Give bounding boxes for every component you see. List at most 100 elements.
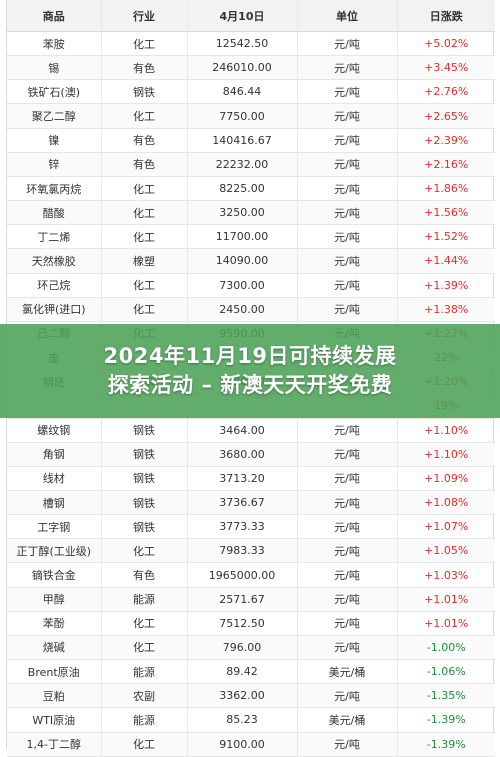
table-row: 环己烷 化工 7300.00 元/吨 +1.39% [7, 273, 495, 298]
cell-daily-change: -1.39% [397, 732, 495, 757]
cell-commodity: 苯胺 [7, 31, 102, 57]
cell-commodity: 螺纹钢 [7, 418, 102, 443]
table-row: 苯胺 化工 12542.50 元/吨 +5.02% [7, 31, 495, 57]
cell-industry: 化工 [101, 31, 188, 57]
cell-price: 3680.00 [187, 442, 298, 467]
cell-commodity: 豆粕 [7, 683, 102, 709]
table-row: 铁矿石(澳) 钢铁 846.44 元/吨 +2.76% [7, 79, 495, 105]
header-daily-change: 日涨跌 [397, 0, 495, 32]
cell-industry: 能源 [101, 587, 188, 612]
cell-price: 7750.00 [187, 103, 298, 129]
cell-unit: 元/吨 [297, 635, 398, 661]
cell-daily-change: +1.38% [397, 297, 495, 322]
cell-daily-change: +2.39% [397, 128, 495, 153]
cell-daily-change: -1.00% [397, 635, 495, 661]
cell-unit: 元/吨 [297, 611, 398, 636]
cell-industry: 钢铁 [101, 418, 188, 443]
cell-industry: 橡塑 [101, 248, 188, 274]
cell-unit: 元/吨 [297, 562, 398, 588]
cell-commodity: Brent原油 [7, 659, 102, 685]
cell-unit: 元/吨 [297, 200, 398, 226]
cell-unit: 元/吨 [297, 152, 398, 177]
table-row: 1,4-丁二醇 化工 9100.00 元/吨 -1.39% [7, 732, 495, 757]
table-row: 槽钢 钢铁 3736.67 元/吨 +1.08% [7, 490, 495, 516]
cell-price: 7512.50 [187, 611, 298, 636]
cell-price: 9100.00 [187, 732, 298, 757]
cell-unit: 元/吨 [297, 224, 398, 250]
overlay-banner: 2024年11月19日可持续发展 探索活动 – 新澳天天开奖免费 [0, 324, 500, 418]
cell-unit: 元/吨 [297, 466, 398, 491]
table-row: 聚乙二醇 化工 7750.00 元/吨 +2.65% [7, 103, 495, 129]
cell-daily-change: +1.09% [397, 466, 495, 491]
cell-commodity: 甲醇 [7, 587, 102, 612]
cell-commodity: 1,4-丁二醇 [7, 732, 102, 757]
cell-price: 89.42 [187, 659, 298, 685]
cell-industry: 钢铁 [101, 466, 188, 491]
banner-line-1: 2024年11月19日可持续发展 [103, 344, 397, 368]
table-row: 烧碱 化工 796.00 元/吨 -1.00% [7, 635, 495, 661]
cell-daily-change: -1.39% [397, 707, 495, 733]
cell-unit: 元/吨 [297, 31, 398, 57]
cell-commodity: 氯化钾(进口) [7, 297, 102, 322]
cell-daily-change: +1.03% [397, 562, 495, 588]
cell-industry: 有色 [101, 55, 188, 81]
table-row: 豆粕 农副 3362.00 元/吨 -1.35% [7, 683, 495, 709]
cell-price: 796.00 [187, 635, 298, 661]
table-row: 氯化钾(进口) 化工 2450.00 元/吨 +1.38% [7, 297, 495, 322]
cell-unit: 元/吨 [297, 297, 398, 322]
cell-unit: 元/吨 [297, 128, 398, 153]
cell-price: 3736.67 [187, 490, 298, 516]
cell-price: 22232.00 [187, 152, 298, 177]
cell-daily-change: +1.39% [397, 273, 495, 298]
cell-price: 85.23 [187, 707, 298, 733]
header-commodity: 商品 [7, 0, 102, 32]
table-row: 正丁醇(工业级) 化工 7983.33 元/吨 +1.05% [7, 538, 495, 564]
cell-industry: 有色 [101, 128, 188, 153]
cell-daily-change: +2.65% [397, 103, 495, 129]
cell-commodity: 工字钢 [7, 514, 102, 540]
table-row: 角钢 钢铁 3680.00 元/吨 +1.10% [7, 442, 495, 467]
cell-unit: 元/吨 [297, 442, 398, 467]
cell-unit: 元/吨 [297, 248, 398, 274]
cell-industry: 有色 [101, 152, 188, 177]
cell-unit: 美元/桶 [297, 707, 398, 733]
table-row: 工字钢 钢铁 3773.33 元/吨 +1.07% [7, 514, 495, 540]
cell-daily-change: +1.56% [397, 200, 495, 226]
cell-industry: 化工 [101, 273, 188, 298]
cell-daily-change: +1.08% [397, 490, 495, 516]
cell-daily-change: +3.45% [397, 55, 495, 81]
cell-unit: 元/吨 [297, 418, 398, 443]
cell-commodity: 聚乙二醇 [7, 103, 102, 129]
cell-commodity: 角钢 [7, 442, 102, 467]
cell-industry: 农副 [101, 683, 188, 709]
table-row: 线材 钢铁 3713.20 元/吨 +1.09% [7, 466, 495, 491]
cell-daily-change: +1.44% [397, 248, 495, 274]
cell-price: 7300.00 [187, 273, 298, 298]
header-unit: 单位 [297, 0, 398, 32]
cell-daily-change: +1.10% [397, 442, 495, 467]
cell-industry: 化工 [101, 224, 188, 250]
cell-commodity: 醋酸 [7, 200, 102, 226]
cell-unit: 元/吨 [297, 273, 398, 298]
cell-unit: 元/吨 [297, 79, 398, 105]
cell-industry: 钢铁 [101, 442, 188, 467]
cell-unit: 美元/桶 [297, 659, 398, 685]
cell-unit: 元/吨 [297, 176, 398, 202]
cell-unit: 元/吨 [297, 732, 398, 757]
cell-commodity: 天然橡胶 [7, 248, 102, 274]
header-industry: 行业 [101, 0, 188, 32]
cell-commodity: 丁二烯 [7, 224, 102, 250]
table-row: 环氧氯丙烷 化工 8225.00 元/吨 +1.86% [7, 176, 495, 202]
cell-daily-change: +1.05% [397, 538, 495, 564]
cell-industry: 能源 [101, 659, 188, 685]
cell-unit: 元/吨 [297, 490, 398, 516]
cell-commodity: 环己烷 [7, 273, 102, 298]
cell-unit: 元/吨 [297, 514, 398, 540]
table-row: 螺纹钢 钢铁 3464.00 元/吨 +1.10% [7, 418, 495, 443]
cell-commodity: 线材 [7, 466, 102, 491]
table-row: WTI原油 能源 85.23 美元/桶 -1.39% [7, 707, 495, 733]
cell-unit: 元/吨 [297, 587, 398, 612]
cell-commodity: 镍 [7, 128, 102, 153]
cell-commodity: 正丁醇(工业级) [7, 538, 102, 564]
cell-daily-change: +5.02% [397, 31, 495, 57]
